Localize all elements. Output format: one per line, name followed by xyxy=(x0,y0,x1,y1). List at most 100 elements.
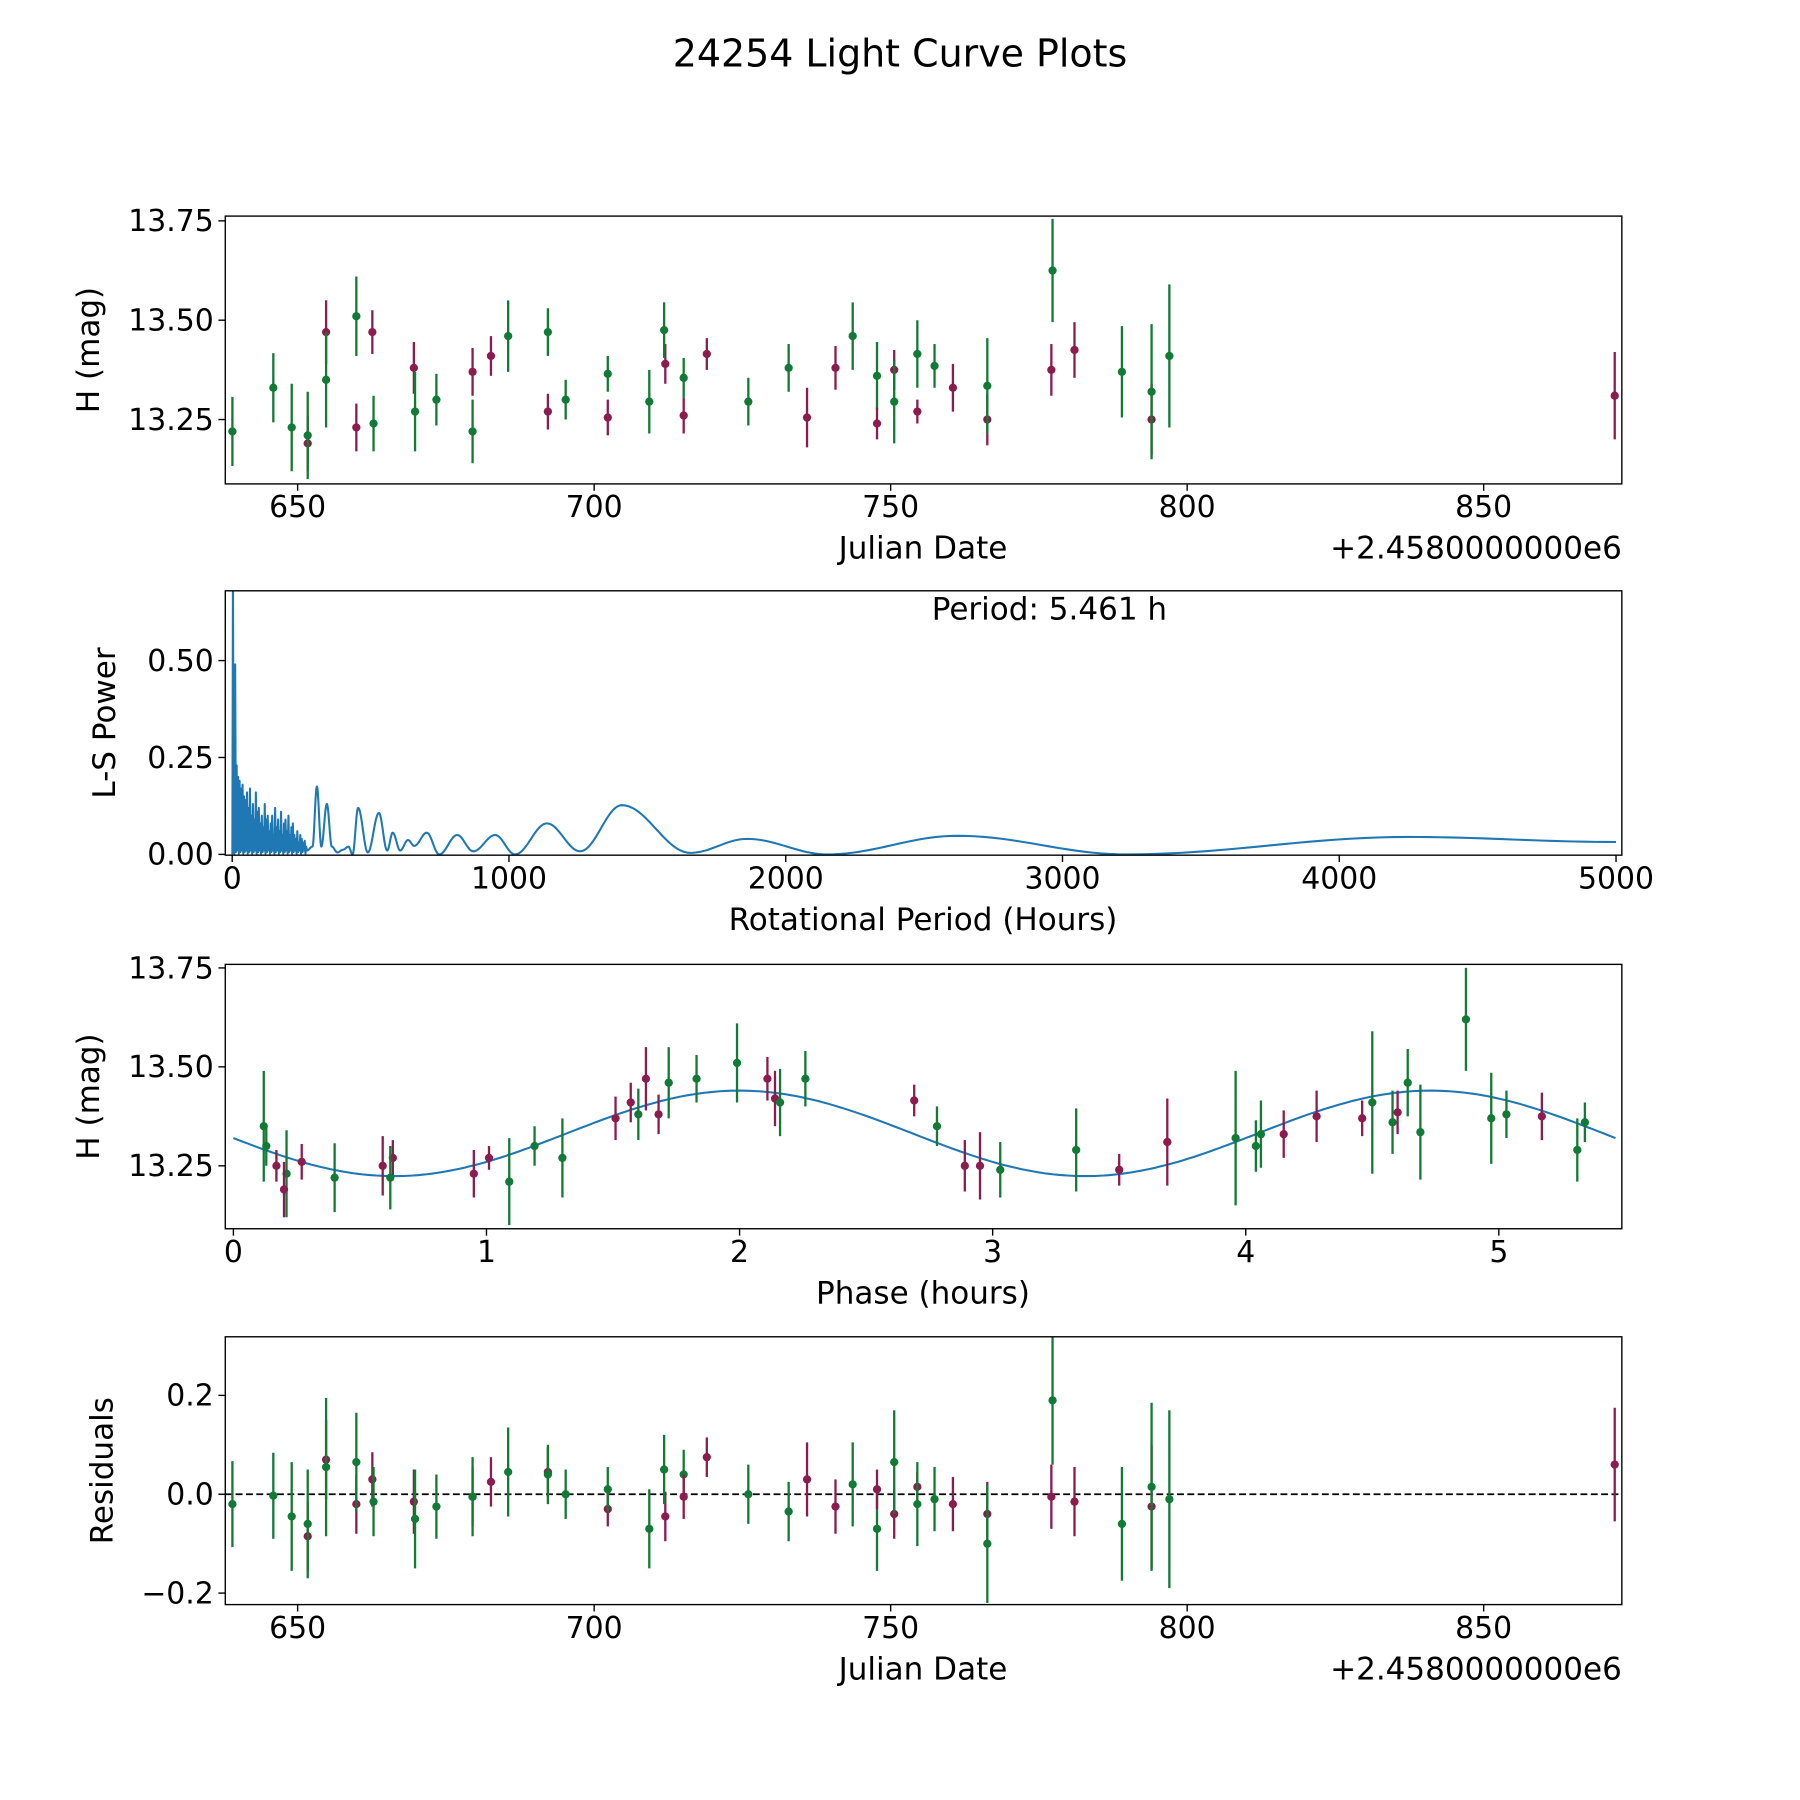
data-point-maroon xyxy=(948,383,958,392)
data-point-maroon xyxy=(486,351,496,361)
data-point-maroon xyxy=(603,413,612,422)
period-annotation: Period: 5.461 h xyxy=(932,592,1167,628)
data-point-green xyxy=(262,1141,271,1151)
data-point-maroon xyxy=(948,1499,958,1509)
data-point-maroon xyxy=(1047,1492,1056,1501)
y-tick-label: 13.25 xyxy=(128,403,214,438)
residuals-plot-area xyxy=(225,1336,1622,1603)
data-point-maroon xyxy=(702,349,711,359)
data-point-green xyxy=(468,1492,477,1501)
data-point-maroon xyxy=(1115,1165,1124,1174)
data-point-green xyxy=(1256,1130,1266,1139)
x-tick-label: 1 xyxy=(477,1235,496,1270)
data-point-green xyxy=(1117,367,1127,376)
data-point-green xyxy=(930,361,939,371)
data-point-green xyxy=(543,327,553,337)
data-point-maroon xyxy=(641,1074,651,1083)
data-point-green xyxy=(1117,1519,1127,1529)
x-tick-label: 0 xyxy=(224,1235,243,1270)
x-tick-label: 800 xyxy=(1159,1611,1216,1646)
axes-frame xyxy=(224,963,1623,1230)
data-point-maroon xyxy=(802,1475,812,1484)
y-tick-label: 0.50 xyxy=(147,644,214,679)
data-point-green xyxy=(732,1058,742,1068)
periodogram-line xyxy=(231,590,1617,856)
data-point-green xyxy=(1388,1118,1397,1127)
data-point-green xyxy=(1416,1128,1425,1137)
x-tick-label: 850 xyxy=(1455,1611,1512,1646)
data-point-green xyxy=(530,1141,539,1151)
data-point-green xyxy=(369,419,378,428)
data-point-maroon xyxy=(913,407,922,416)
data-point-maroon xyxy=(1393,1108,1402,1117)
data-point-maroon xyxy=(611,1114,620,1123)
phased-light-curve-plot-area xyxy=(232,967,1616,1226)
data-point-maroon xyxy=(1070,345,1079,355)
y-tick-label: 0.00 xyxy=(147,838,214,873)
data-point-green xyxy=(321,375,331,384)
data-point-green xyxy=(983,381,992,390)
data-point-maroon xyxy=(661,359,670,369)
data-point-green xyxy=(1251,1141,1261,1151)
data-point-green xyxy=(1487,1114,1496,1123)
data-point-green xyxy=(1573,1145,1582,1155)
data-point-green xyxy=(890,397,899,406)
data-point-maroon xyxy=(1070,1497,1079,1506)
data-point-green xyxy=(330,1173,339,1182)
data-point-maroon xyxy=(872,1485,882,1494)
residuals-panel: 650 700 750 800 850 −0.2 0.0 0.2 Julian Date Resi… xyxy=(85,1336,1623,1687)
data-point-maroon xyxy=(1610,1460,1619,1469)
data-point-maroon xyxy=(831,363,840,373)
data-point-maroon xyxy=(1047,365,1056,375)
figure-title: 24254 Light Curve Plots xyxy=(673,32,1128,76)
light-curve-panel: 650 700 750 800 850 13.25 13.50 13.75 Julian Dat… xyxy=(71,204,1623,567)
data-point-maroon xyxy=(626,1098,635,1107)
y-tick-label: 0.2 xyxy=(166,1379,214,1414)
x-tick-label: 4000 xyxy=(1301,862,1377,897)
data-point-maroon xyxy=(297,1157,306,1166)
data-point-green xyxy=(352,1457,361,1467)
data-point-green xyxy=(664,1078,673,1087)
x-tick-label: 750 xyxy=(862,1611,919,1646)
data-point-green xyxy=(1165,1495,1174,1504)
data-point-green xyxy=(1461,1015,1471,1024)
data-point-green xyxy=(561,395,570,404)
data-point-maroon xyxy=(1312,1112,1321,1121)
data-point-green xyxy=(645,1524,654,1533)
data-point-green xyxy=(1502,1110,1511,1119)
x-axis-label: Julian Date xyxy=(837,1651,1008,1687)
periodogram-panel: Period: 5.461 h 0 1000 2000 3000 4000 5000 0.00… xyxy=(87,590,1654,938)
data-point-green xyxy=(352,312,361,321)
data-point-green xyxy=(848,331,857,341)
data-point-green xyxy=(930,1495,939,1504)
data-point-green xyxy=(504,331,513,341)
x-axis-offset-label: +2.4580000000e6 xyxy=(1330,531,1622,567)
y-axis-label: L-S Power xyxy=(87,647,123,798)
data-point-green xyxy=(913,1499,922,1509)
data-point-green xyxy=(432,1502,441,1511)
data-point-green xyxy=(775,1098,785,1107)
data-point-green xyxy=(410,1514,420,1524)
axes-frame xyxy=(224,590,1623,856)
data-point-maroon xyxy=(654,1110,663,1119)
phased-light-curve-panel: 0 1 2 3 4 5 13.25 13.50 13.75 Phase (hours) H (mag… xyxy=(71,951,1623,1311)
periodogram-plot-area xyxy=(231,590,1617,856)
fit-curve xyxy=(232,1089,1616,1178)
x-tick-label: 850 xyxy=(1455,490,1512,525)
light-curve-plot-area xyxy=(228,218,1619,480)
data-point-green xyxy=(784,1507,793,1516)
data-point-maroon xyxy=(1279,1130,1288,1139)
data-point-maroon xyxy=(975,1161,985,1170)
y-axis-label: H (mag) xyxy=(71,1033,107,1159)
data-point-maroon xyxy=(960,1161,969,1170)
data-point-green xyxy=(784,363,793,373)
data-point-maroon xyxy=(409,363,419,373)
data-point-green xyxy=(801,1074,810,1083)
data-point-green xyxy=(603,369,612,378)
data-point-green xyxy=(659,1465,669,1474)
data-point-green xyxy=(269,1491,278,1500)
data-point-green xyxy=(983,1539,992,1548)
data-point-green xyxy=(228,427,237,436)
data-point-green xyxy=(468,427,477,436)
